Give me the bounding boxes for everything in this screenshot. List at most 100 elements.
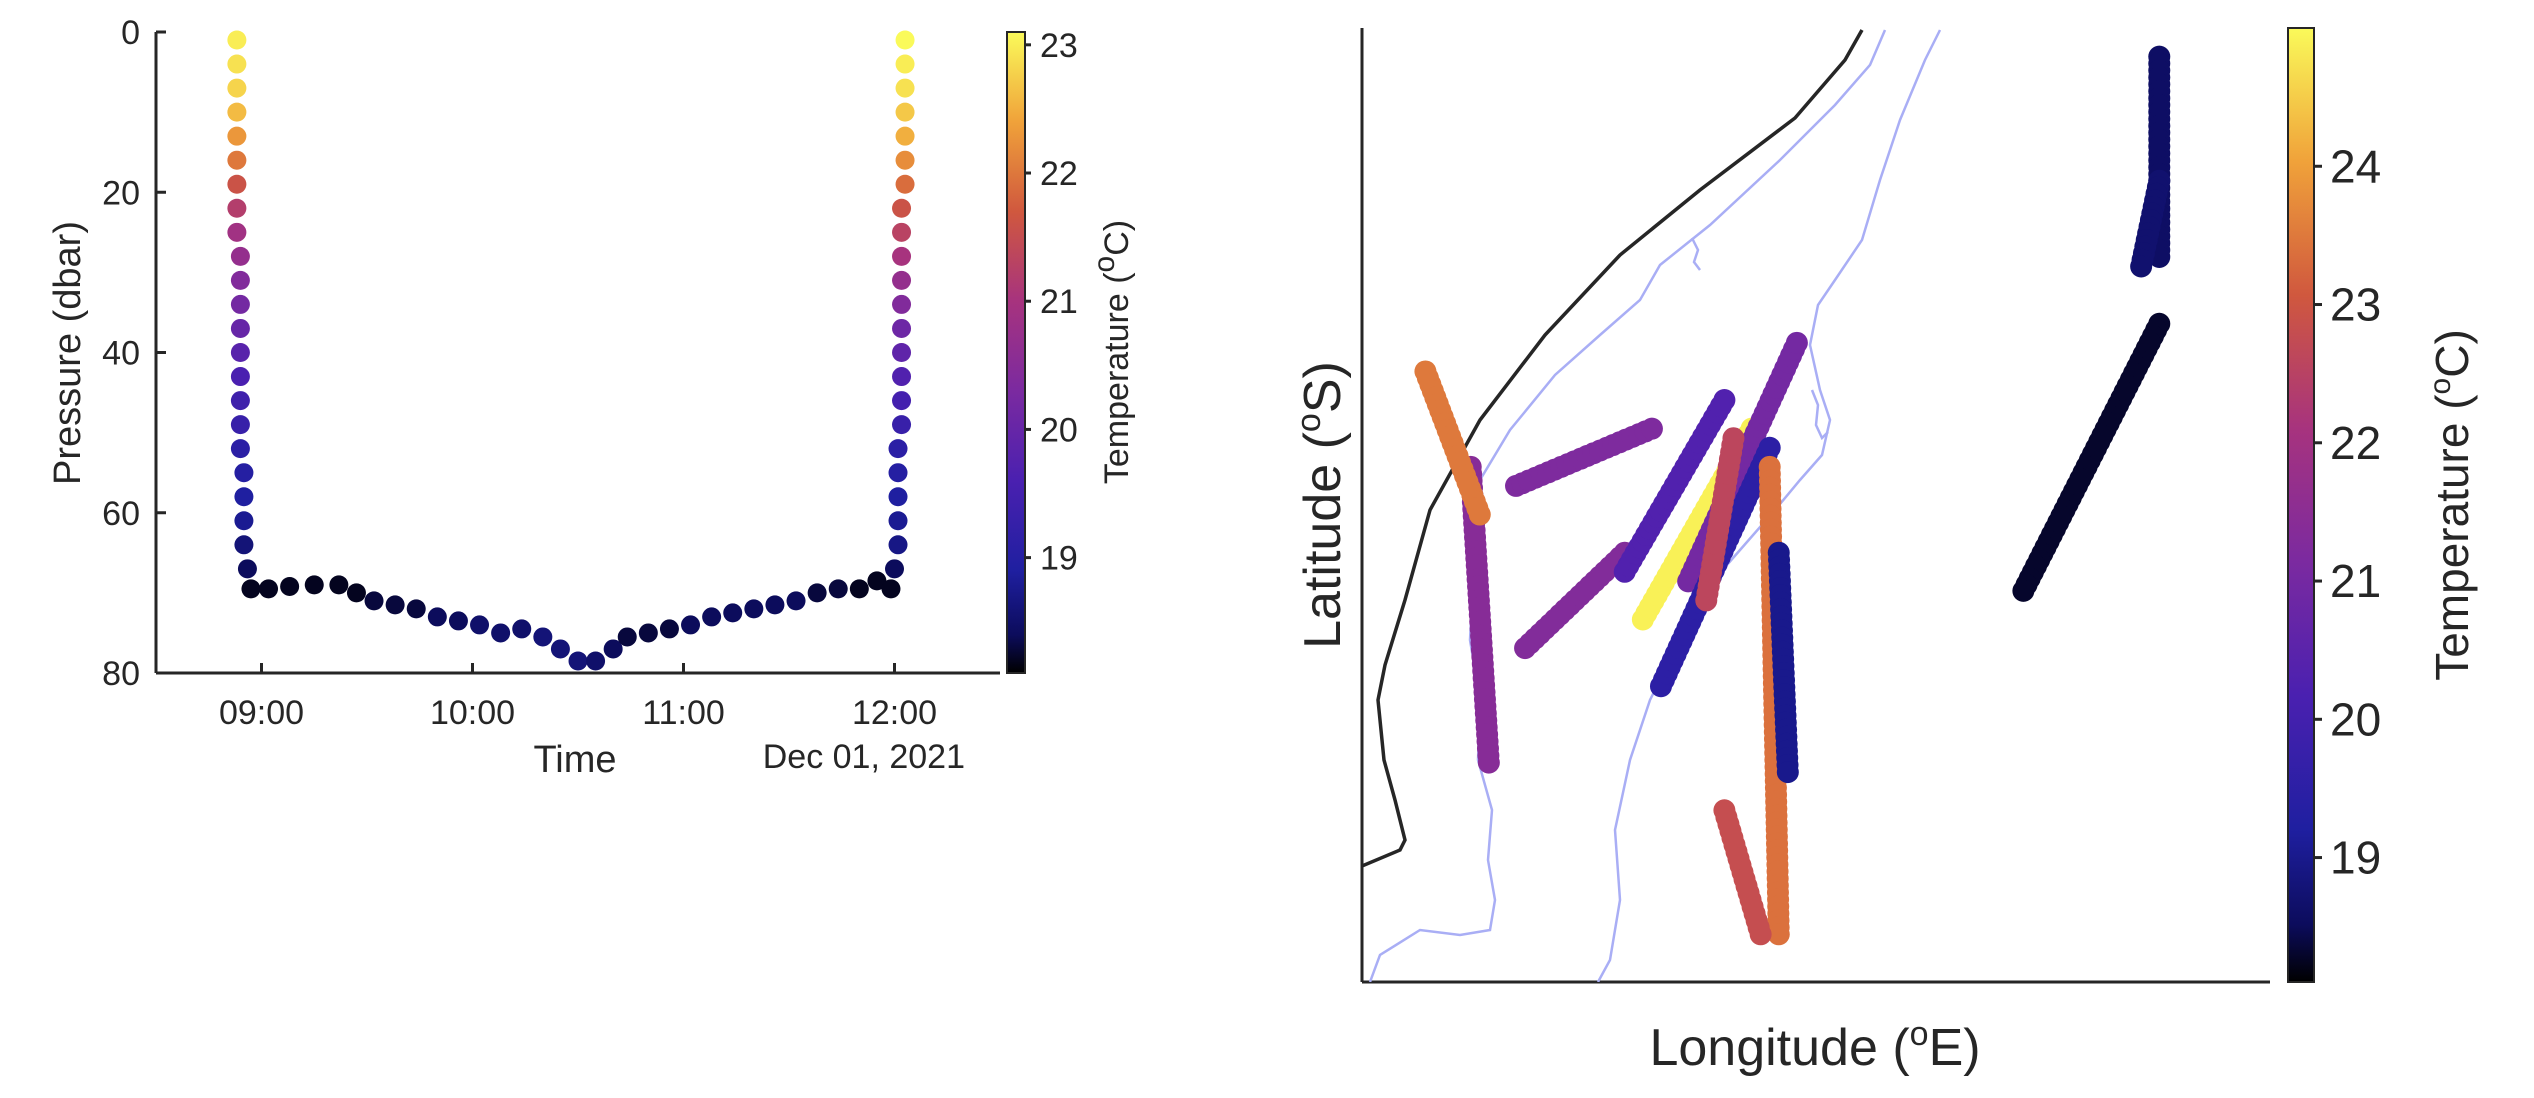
map-colorbar-tick-label: 23 — [2330, 279, 2381, 331]
temperature-point — [491, 623, 511, 643]
temperature-point — [786, 591, 806, 611]
temperature-point — [765, 595, 785, 615]
temperature-point — [230, 294, 250, 314]
temperature-point — [533, 627, 553, 647]
temperature-point — [885, 559, 904, 579]
temperature-point — [227, 174, 247, 194]
map-temperature-point — [1749, 923, 1772, 946]
map-temperature-point — [1758, 436, 1781, 459]
temperature-point — [828, 579, 848, 599]
left-colorbar-label: Temperature (oC) — [1088, 220, 1136, 484]
temperature-point — [227, 54, 247, 74]
temperature-point — [895, 54, 915, 74]
temperature-point — [385, 595, 405, 615]
temperature-point — [892, 415, 912, 435]
temperature-point — [406, 599, 426, 619]
temperature-point — [888, 487, 908, 507]
temperature-point — [892, 294, 912, 314]
temperature-point — [867, 571, 887, 591]
temperature-point — [227, 30, 247, 50]
left-x-tick-label: 12:00 — [852, 694, 937, 732]
map-temperature-point — [1640, 417, 1663, 440]
temperature-point — [849, 579, 869, 599]
temperature-point — [550, 639, 570, 659]
temperature-point — [230, 439, 250, 459]
temperature-point — [230, 270, 250, 290]
temperature-point — [895, 78, 915, 98]
temperature-point — [895, 30, 915, 50]
temperature-point — [230, 318, 250, 338]
temperature-point — [895, 102, 915, 122]
left-colorbar — [1006, 31, 1026, 674]
coastline — [1362, 29, 1864, 868]
left-chart: 0 20 40 60 80 09:00 10:00 11:00 12:00 Pressure (… — [47, 14, 1136, 781]
map-temperature-point — [2012, 579, 2035, 602]
temperature-point — [568, 651, 588, 671]
map-temperature-point — [2130, 255, 2153, 278]
temperature-point — [227, 150, 247, 170]
temperature-point — [892, 246, 912, 266]
left-x-tick-label: 11:00 — [642, 694, 725, 732]
temperature-point — [892, 343, 912, 362]
temperature-point — [659, 619, 679, 639]
temperature-point — [230, 415, 250, 435]
map-colorbar-tick-label: 19 — [2330, 832, 2381, 884]
temperature-point — [230, 367, 250, 387]
temperature-point — [892, 391, 912, 411]
temperature-point — [427, 607, 447, 627]
map-x-label: Longitude (oE) — [1649, 1015, 1980, 1077]
map-temperature-point — [1722, 427, 1745, 450]
temperature-point — [888, 535, 908, 555]
map-temperature-point — [1713, 389, 1736, 412]
left-y-tick-label: 40 — [102, 335, 140, 373]
map-colorbar — [2287, 27, 2315, 983]
map-temperature-point — [1767, 923, 1790, 946]
temperature-point — [892, 198, 912, 218]
temperature-point — [259, 579, 279, 599]
temperature-point — [744, 599, 764, 619]
bathymetry-contour-3 — [1690, 237, 1701, 271]
temperature-point — [895, 150, 915, 170]
temperature-point — [448, 611, 468, 631]
temperature-point — [346, 583, 366, 603]
temperature-point — [237, 559, 257, 579]
temperature-point — [227, 126, 247, 146]
temperature-point — [227, 198, 247, 218]
temperature-point — [892, 270, 912, 290]
temperature-point — [892, 318, 912, 338]
temperature-point — [230, 246, 250, 266]
left-x-tick-label: 10:00 — [430, 694, 515, 732]
left-colorbar-tick-label: 21 — [1040, 283, 1078, 321]
temperature-point — [723, 603, 743, 623]
left-colorbar-tick-label: 20 — [1040, 411, 1078, 449]
map-temperature-point — [1468, 503, 1491, 526]
bathymetry-contour-4 — [1810, 389, 1829, 441]
temperature-point — [702, 607, 722, 627]
left-y-tick-label: 0 — [121, 14, 140, 52]
map-colorbar-tick-label: 24 — [2330, 140, 2381, 192]
left-date-label: Dec 01, 2021 — [763, 738, 965, 776]
temperature-point — [888, 439, 908, 459]
temperature-point — [234, 463, 254, 483]
temperature-point — [230, 391, 250, 411]
temperature-point — [807, 583, 827, 603]
left-x-label: Time — [533, 739, 616, 781]
temperature-point — [895, 174, 915, 194]
left-x-tick-label: 09:00 — [219, 694, 304, 732]
temperature-point — [881, 579, 901, 599]
left-colorbar-tick-label: 22 — [1040, 155, 1078, 193]
temperature-point — [617, 627, 637, 647]
temperature-point — [470, 615, 490, 635]
temperature-point — [892, 367, 912, 387]
map-colorbar-tick-label: 22 — [2330, 417, 2381, 469]
temperature-point — [304, 575, 324, 595]
map-temperature-point — [1477, 751, 1500, 774]
temperature-point — [230, 343, 250, 362]
temperature-point — [329, 575, 349, 595]
temperature-point — [892, 222, 912, 242]
left-y-tick-label: 60 — [102, 495, 140, 533]
temperature-point — [234, 511, 254, 531]
bathymetry-contour-2 — [1596, 29, 1942, 982]
temperature-point — [512, 619, 532, 639]
temperature-point — [227, 78, 247, 98]
